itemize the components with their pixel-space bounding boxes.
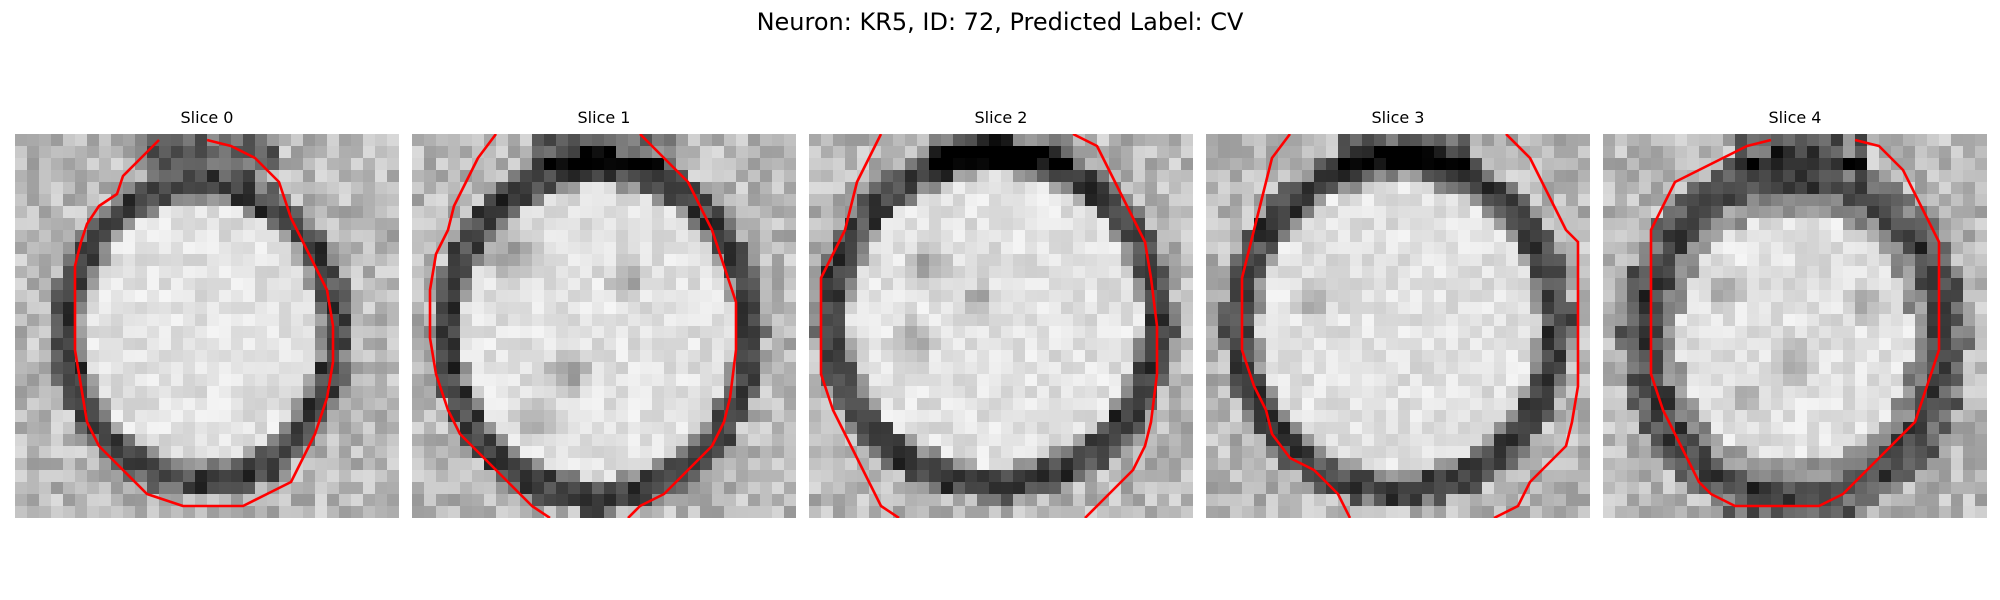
slice-texture [1603,134,1987,518]
slice-image-3 [1206,134,1590,518]
slice-texture [15,134,399,518]
slice-title: Slice 0 [180,108,234,127]
slice-texture [1206,134,1590,518]
slice-texture [809,134,1193,518]
contour-line-right [627,134,738,518]
slice-title: Slice 3 [1371,108,1425,127]
contour-line [1649,138,1941,508]
slice-image-2 [809,134,1193,518]
contour-line [819,134,900,518]
contour-line-right [1493,134,1580,518]
contour-line-right [1072,134,1159,518]
slice-title: Slice 4 [1768,108,1822,127]
slice-title: Slice 2 [974,108,1028,127]
slice-image-0 [15,134,399,518]
figure-title: Neuron: KR5, ID: 72, Predicted Label: CV [756,8,1244,36]
slice-image-4 [1603,134,1987,518]
slice-texture [412,134,796,518]
slice-title: Slice 1 [577,108,631,127]
contour-line [428,134,551,518]
contour-line [73,138,335,508]
contour-line [1240,134,1352,518]
slice-image-1 [412,134,796,518]
